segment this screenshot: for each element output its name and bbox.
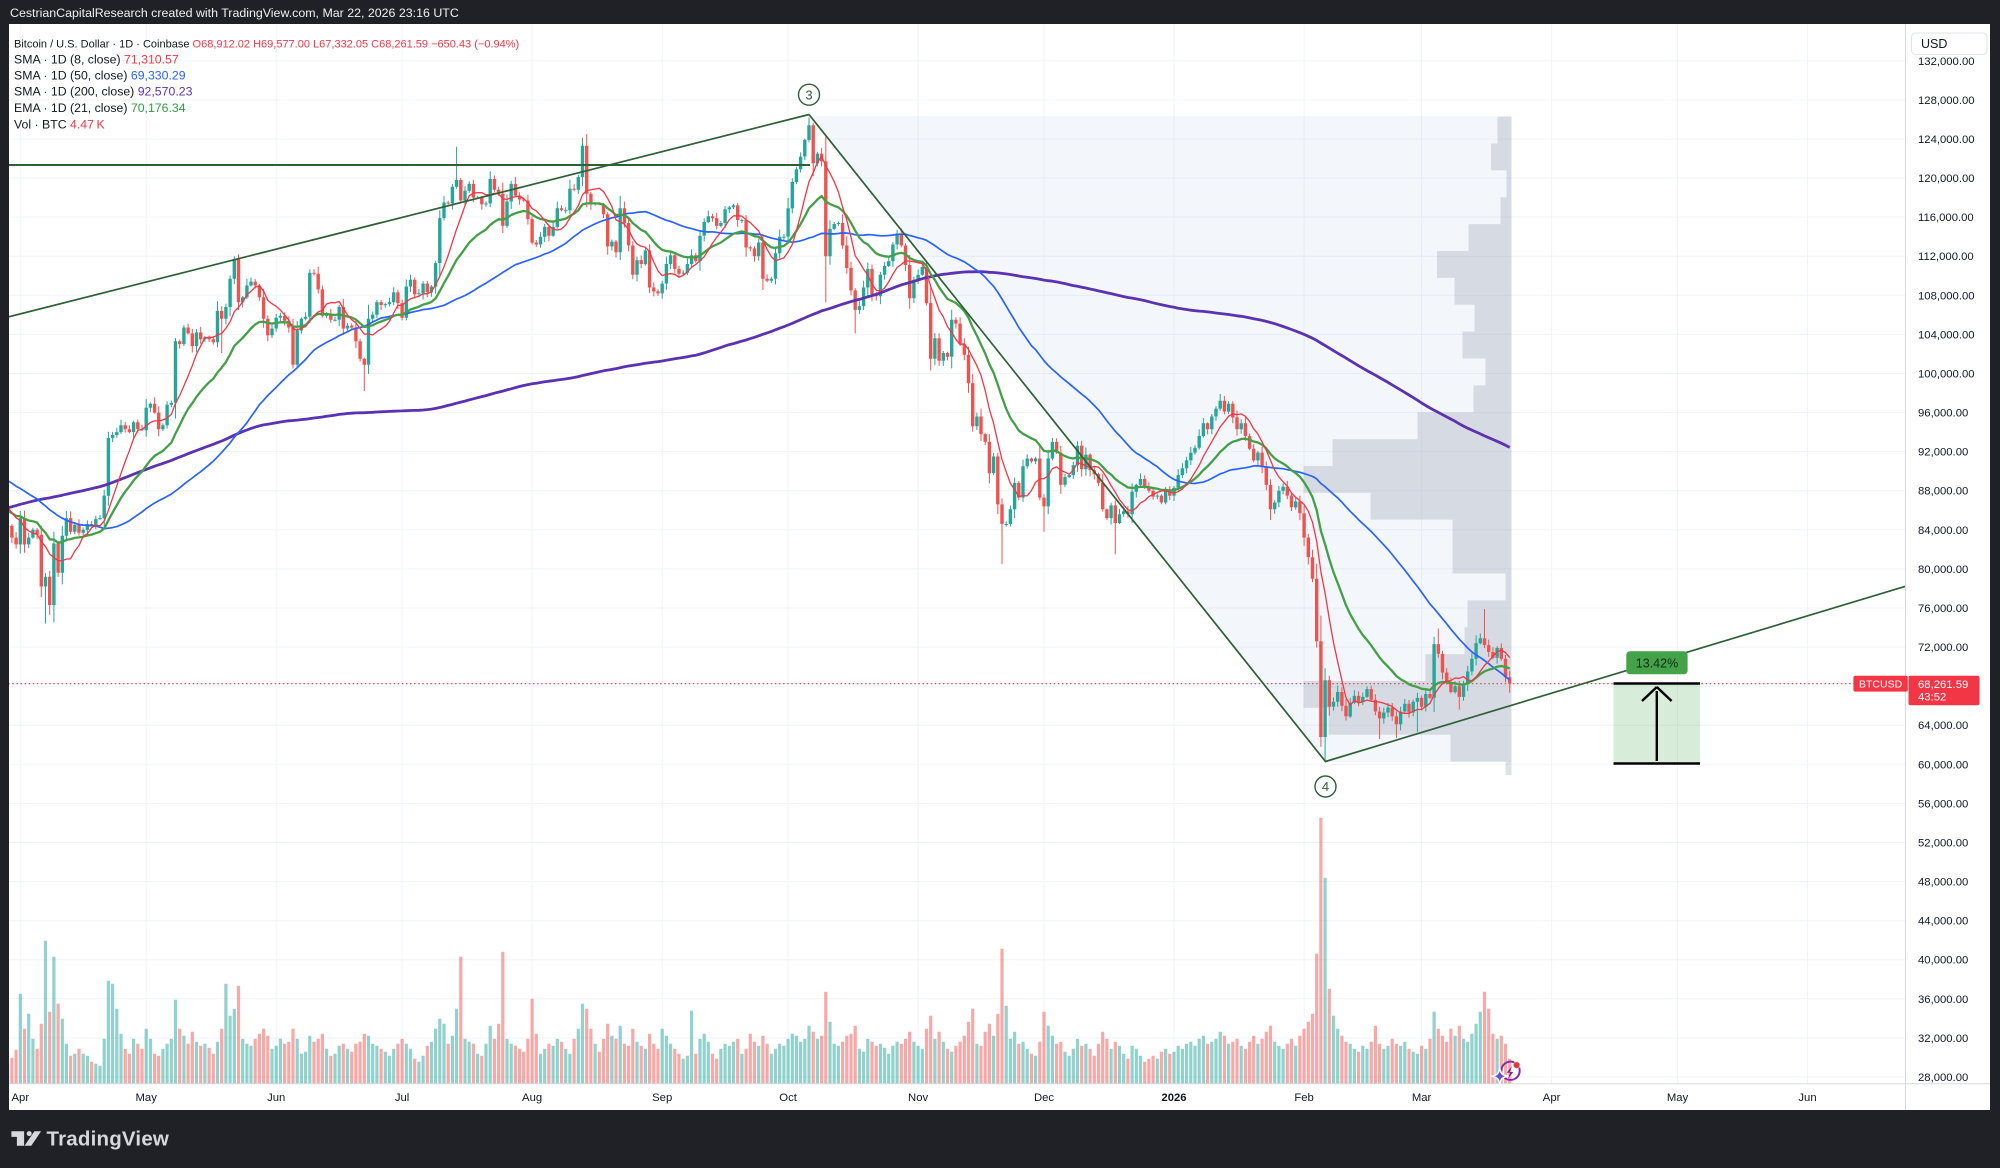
svg-text:SMA · 1D (200, close) 92,570.: SMA · 1D (200, close) 92,570.23 — [14, 84, 193, 98]
svg-text:Oct: Oct — [779, 1092, 797, 1104]
svg-text:Mar: Mar — [1412, 1092, 1432, 1104]
svg-text:EMA · 1D (21, close) 70,176.3: EMA · 1D (21, close) 70,176.34 — [14, 101, 186, 115]
svg-text:May: May — [136, 1092, 158, 1104]
svg-text:44,000.00: 44,000.00 — [1918, 916, 1968, 928]
svg-text:52,000.00: 52,000.00 — [1918, 838, 1968, 850]
svg-text:2026: 2026 — [1161, 1092, 1186, 1104]
svg-text:84,000.00: 84,000.00 — [1918, 525, 1968, 537]
svg-text:Jun: Jun — [267, 1092, 285, 1104]
svg-text:TradingView: TradingView — [47, 1128, 170, 1151]
svg-text:112,000.00: 112,000.00 — [1918, 251, 1974, 263]
svg-text:BTCUSD: BTCUSD — [1859, 679, 1903, 691]
svg-text:4: 4 — [1322, 779, 1329, 794]
svg-text:128,000.00: 128,000.00 — [1918, 95, 1975, 107]
svg-text:USD: USD — [1921, 37, 1947, 51]
svg-text:88,000.00: 88,000.00 — [1918, 486, 1968, 498]
svg-text:32,000.00: 32,000.00 — [1918, 1033, 1968, 1045]
svg-text:108,000.00: 108,000.00 — [1918, 290, 1975, 302]
svg-text:Apr: Apr — [1543, 1092, 1561, 1104]
svg-text:116,000.00: 116,000.00 — [1918, 212, 1974, 224]
svg-text:132,000.00: 132,000.00 — [1918, 56, 1975, 68]
svg-text:28,000.00: 28,000.00 — [1918, 1072, 1968, 1084]
svg-text:Bitcoin / U.S. Dollar · 1D · C: Bitcoin / U.S. Dollar · 1D · Coinbase O6… — [14, 38, 519, 50]
svg-text:CestrianCapitalResearch create: CestrianCapitalResearch created with Tra… — [10, 6, 459, 20]
svg-text:3: 3 — [805, 87, 812, 102]
svg-text:Jun: Jun — [1798, 1092, 1816, 1104]
svg-text:60,000.00: 60,000.00 — [1918, 759, 1968, 771]
svg-text:72,000.00: 72,000.00 — [1918, 642, 1968, 654]
svg-text:Sep: Sep — [652, 1092, 672, 1104]
svg-text:May: May — [1667, 1092, 1689, 1104]
svg-text:56,000.00: 56,000.00 — [1918, 798, 1968, 810]
svg-text:Feb: Feb — [1294, 1092, 1313, 1104]
svg-text:80,000.00: 80,000.00 — [1918, 564, 1968, 576]
svg-text:124,000.00: 124,000.00 — [1918, 134, 1975, 146]
svg-text:92,000.00: 92,000.00 — [1918, 447, 1968, 459]
svg-text:120,000.00: 120,000.00 — [1918, 173, 1975, 185]
svg-text:100,000.00: 100,000.00 — [1918, 369, 1975, 381]
svg-text:96,000.00: 96,000.00 — [1918, 408, 1968, 420]
svg-text:43:52: 43:52 — [1918, 692, 1946, 704]
svg-text:SMA · 1D (8, close) 71,310.57: SMA · 1D (8, close) 71,310.57 — [14, 52, 179, 66]
svg-text:64,000.00: 64,000.00 — [1918, 720, 1968, 732]
svg-text:104,000.00: 104,000.00 — [1918, 329, 1975, 341]
svg-text:Apr: Apr — [12, 1092, 30, 1104]
svg-text:Dec: Dec — [1034, 1092, 1054, 1104]
svg-text:40,000.00: 40,000.00 — [1918, 955, 1968, 967]
svg-text:76,000.00: 76,000.00 — [1918, 603, 1968, 615]
svg-text:36,000.00: 36,000.00 — [1918, 994, 1968, 1006]
svg-text:Aug: Aug — [522, 1092, 542, 1104]
svg-text:48,000.00: 48,000.00 — [1918, 877, 1968, 889]
svg-text:13.42%: 13.42% — [1636, 656, 1678, 670]
svg-text:68,261.59: 68,261.59 — [1918, 679, 1968, 691]
svg-text:SMA · 1D (50, close) 69,330.2: SMA · 1D (50, close) 69,330.29 — [14, 68, 186, 82]
svg-text:Vol · BTC 4.47 K: Vol · BTC 4.47 K — [14, 117, 105, 131]
svg-text:Nov: Nov — [908, 1092, 928, 1104]
svg-text:Jul: Jul — [395, 1092, 409, 1104]
